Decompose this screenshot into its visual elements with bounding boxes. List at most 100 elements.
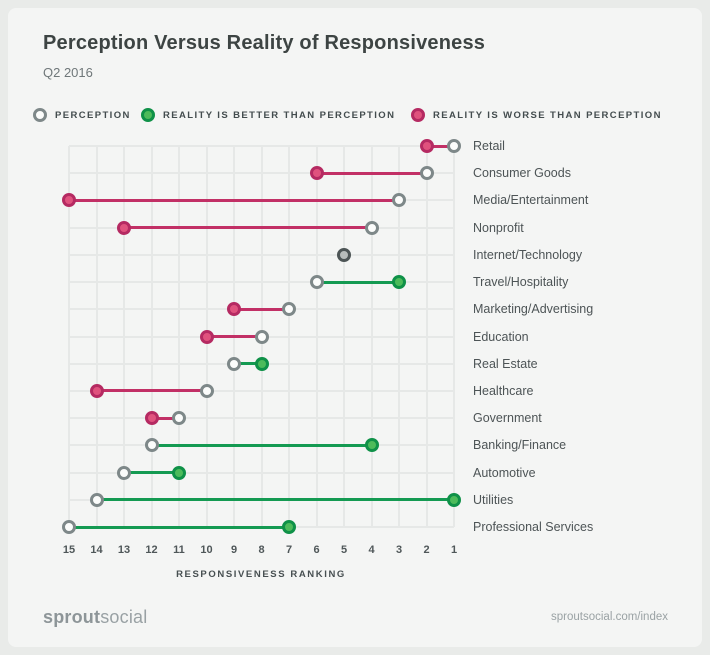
x-tick-label: 7 [285,544,293,556]
gridline-horizontal [69,471,454,474]
perception-dot [282,302,296,317]
category-label: Banking/Finance [473,438,567,453]
category-label: Government [473,411,542,426]
connector-line [316,280,399,284]
perception-dot [309,275,324,290]
page-subtitle: Q2 2016 [43,65,93,80]
perception-dot [364,220,379,235]
x-tick-label: 3 [395,544,403,556]
x-tick-label: 2 [423,544,430,556]
x-axis-title: RESPONSIVENESS RANKING [176,569,346,580]
gridline-vertical [453,146,455,527]
category-label: Real Estate [473,356,538,371]
legend-label: PERCEPTION [55,109,131,121]
x-tick-label: 9 [230,544,238,556]
perception-dot [117,465,131,480]
reality-dot [392,275,406,290]
category-label: Automotive [473,465,536,480]
reality-dot [309,166,324,181]
perception-dot [392,193,406,208]
x-tick-label: 14 [90,544,103,556]
reality-dot [447,492,461,507]
reality-dot [227,302,241,317]
perception-dot [447,139,461,153]
connector-line [96,389,207,393]
reality-dot [144,411,159,426]
connector-line [234,362,262,366]
gridline-horizontal [69,389,454,392]
chart-card: Perception Versus Reality of Responsiven… [8,8,702,647]
x-tick-label: 4 [368,544,375,556]
brand-logo-bold: sprout [43,607,101,627]
perception-dot [419,166,434,181]
legend: PERCEPTION REALITY IS BETTER THAN PERCEP… [8,107,702,125]
category-label: Internet/Technology [473,247,583,262]
x-tick-label: 5 [340,544,348,556]
reality-dot [172,465,186,480]
x-tick-label: 1 [450,544,458,556]
x-tick-label: 8 [258,544,265,556]
category-label: Nonprofit [473,220,524,235]
x-tick-label: 13 [117,544,131,556]
reality-dot [419,139,434,153]
category-label: Travel/Hospitality [473,275,569,290]
connector-line [151,416,179,420]
perception-dot [254,329,269,344]
x-tick-label: 15 [62,544,76,556]
gridline-horizontal [69,172,454,175]
legend-item-perception: PERCEPTION [33,107,131,123]
reality-dot [364,438,379,453]
connector-line [124,471,179,475]
reality-dot [89,383,104,398]
category-label: Healthcare [473,383,534,398]
reality-dot [62,193,76,208]
perception-dot [199,383,214,398]
reality-dot [117,220,131,235]
perception-dot [62,520,76,534]
legend-label: REALITY IS WORSE THAN PERCEPTION [433,109,662,121]
x-tick-label: 10 [200,544,213,556]
gridline-horizontal [69,145,454,147]
gridline-horizontal [69,281,454,284]
perception-dot-icon [33,108,47,122]
category-label: Retail [473,139,505,153]
x-tick-label: 11 [173,544,185,556]
perception-dot [172,411,186,426]
reality-worse-dot-icon [411,108,425,122]
category-label: Consumer Goods [473,166,571,181]
perception-dot [144,438,159,453]
connector-line [151,443,372,447]
connector-line [206,335,262,338]
reality-better-dot-icon [141,108,155,122]
legend-item-reality-worse: REALITY IS WORSE THAN PERCEPTION [411,107,662,123]
connector-line [426,144,454,148]
connector-line [234,307,289,311]
x-tick-label: 12 [145,544,158,556]
connector-line [96,498,454,502]
category-label: Media/Entertainment [473,193,589,208]
category-label: Professional Services [473,520,594,534]
gridline-horizontal [69,417,454,420]
page-title: Perception Versus Reality of Responsiven… [43,32,486,54]
reality-dot [199,329,214,344]
brand-logo-light: social [100,607,148,627]
x-tick-label: 6 [313,544,320,556]
perception-dot [89,492,104,507]
legend-label: REALITY IS BETTER THAN PERCEPTION [163,109,396,121]
perception-dot [227,356,241,371]
category-label: Utilities [473,492,514,507]
gridline-horizontal [69,253,454,256]
reality-dot [254,356,269,371]
reality-dot [282,520,296,534]
equal-dot [337,247,351,262]
brand-logo: sproutsocial [43,607,147,628]
category-label: Education [473,329,529,344]
connector-line [69,198,399,202]
category-label: Marketing/Advertising [473,302,594,317]
footer-url: sproutsocial.com/index [551,611,668,623]
connector-line [124,226,372,230]
connector-line [69,525,289,529]
legend-item-reality-better: REALITY IS BETTER THAN PERCEPTION [141,107,395,123]
connector-line [316,171,427,175]
